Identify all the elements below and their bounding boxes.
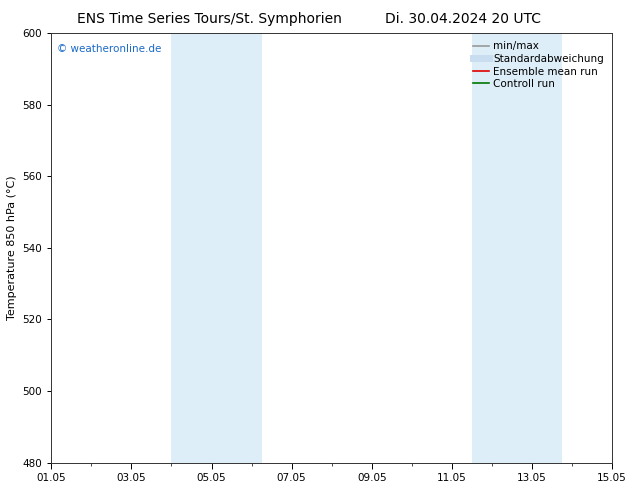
Y-axis label: Temperature 850 hPa (°C): Temperature 850 hPa (°C)	[7, 175, 17, 320]
Text: © weatheronline.de: © weatheronline.de	[57, 44, 161, 54]
Bar	[472, 33, 502, 463]
Text: ENS Time Series Tours/St. Symphorien: ENS Time Series Tours/St. Symphorien	[77, 12, 342, 26]
Legend: min/max, Standardabweichung, Ensemble mean run, Controll run: min/max, Standardabweichung, Ensemble me…	[470, 38, 607, 92]
Bar	[171, 33, 202, 463]
Bar	[502, 33, 562, 463]
Bar	[202, 33, 262, 463]
Text: Di. 30.04.2024 20 UTC: Di. 30.04.2024 20 UTC	[385, 12, 541, 26]
